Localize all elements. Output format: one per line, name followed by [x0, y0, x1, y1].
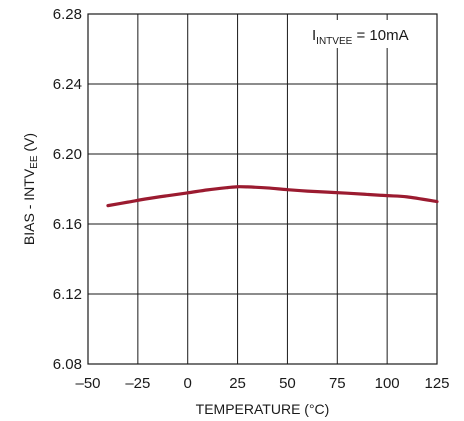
x-tick-label: –50: [75, 375, 100, 392]
annotation-background: [305, 20, 433, 48]
x-tick-label: –25: [125, 375, 150, 392]
y-tick-label: 6.20: [53, 146, 82, 163]
series-group: [106, 185, 439, 208]
y-tick-label: 6.08: [53, 356, 82, 373]
annotation-sub: INTVEE: [316, 36, 352, 47]
x-tick-label: 50: [279, 375, 296, 392]
x-tick-label: 25: [229, 375, 246, 392]
y-tick-labels: 6.08 6.12 6.16 6.20 6.24 6.28: [53, 6, 82, 373]
y-tick-label: 6.12: [53, 286, 82, 303]
x-tick-label: 125: [424, 375, 449, 392]
plot-frame: [87, 13, 438, 365]
x-axis-label: TEMPERATURE (°C): [196, 401, 330, 417]
x-tick-label: 100: [375, 375, 400, 392]
annotation-label: IINTVEE = 10mA: [312, 27, 409, 47]
y-axis-label-suffix: (V): [21, 133, 37, 156]
x-tick-label: 75: [329, 375, 346, 392]
annotation-box: IINTVEE = 10mA: [305, 20, 433, 48]
y-tick-label: 6.16: [53, 216, 82, 233]
y-tick-label: 6.24: [53, 76, 82, 93]
annotation-prefix: I: [312, 27, 316, 44]
x-tick-labels: –50 –25 0 25 50 75 100 125: [75, 375, 449, 392]
y-axis-label-main: BIAS - INTV: [21, 168, 37, 245]
y-tick-label: 6.28: [53, 6, 82, 23]
annotation-suffix: = 10mA: [352, 27, 408, 44]
series-line: [106, 185, 439, 208]
y-axis-label-sub: EE: [29, 155, 40, 169]
y-axis-label: BIAS - INTVEE (V): [21, 133, 40, 245]
x-tick-label: 0: [184, 375, 192, 392]
